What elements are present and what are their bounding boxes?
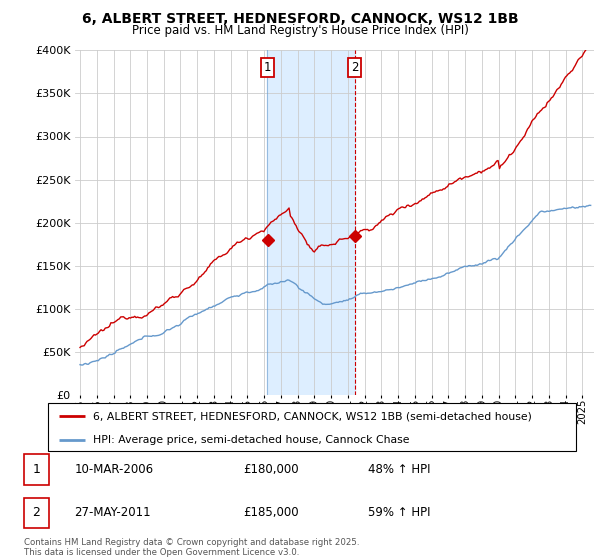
Text: 2: 2 [351, 61, 358, 74]
FancyBboxPatch shape [23, 454, 49, 484]
Text: 10-MAR-2006: 10-MAR-2006 [74, 463, 154, 476]
Text: 27-MAY-2011: 27-MAY-2011 [74, 506, 151, 519]
Text: £180,000: £180,000 [244, 463, 299, 476]
Text: 2: 2 [32, 506, 40, 519]
Text: £185,000: £185,000 [244, 506, 299, 519]
Text: 6, ALBERT STREET, HEDNESFORD, CANNOCK, WS12 1BB (semi-detached house): 6, ALBERT STREET, HEDNESFORD, CANNOCK, W… [93, 411, 532, 421]
Text: 6, ALBERT STREET, HEDNESFORD, CANNOCK, WS12 1BB: 6, ALBERT STREET, HEDNESFORD, CANNOCK, W… [82, 12, 518, 26]
Bar [268, 50, 355, 395]
FancyBboxPatch shape [23, 498, 49, 528]
Text: 1: 1 [263, 61, 271, 74]
Text: 48% ↑ HPI: 48% ↑ HPI [368, 463, 430, 476]
Text: Contains HM Land Registry data © Crown copyright and database right 2025.
This d: Contains HM Land Registry data © Crown c… [24, 538, 359, 557]
Text: 59% ↑ HPI: 59% ↑ HPI [368, 506, 430, 519]
Text: Price paid vs. HM Land Registry's House Price Index (HPI): Price paid vs. HM Land Registry's House … [131, 24, 469, 36]
Text: 1: 1 [32, 463, 40, 476]
FancyBboxPatch shape [48, 403, 576, 451]
Text: HPI: Average price, semi-detached house, Cannock Chase: HPI: Average price, semi-detached house,… [93, 435, 409, 445]
